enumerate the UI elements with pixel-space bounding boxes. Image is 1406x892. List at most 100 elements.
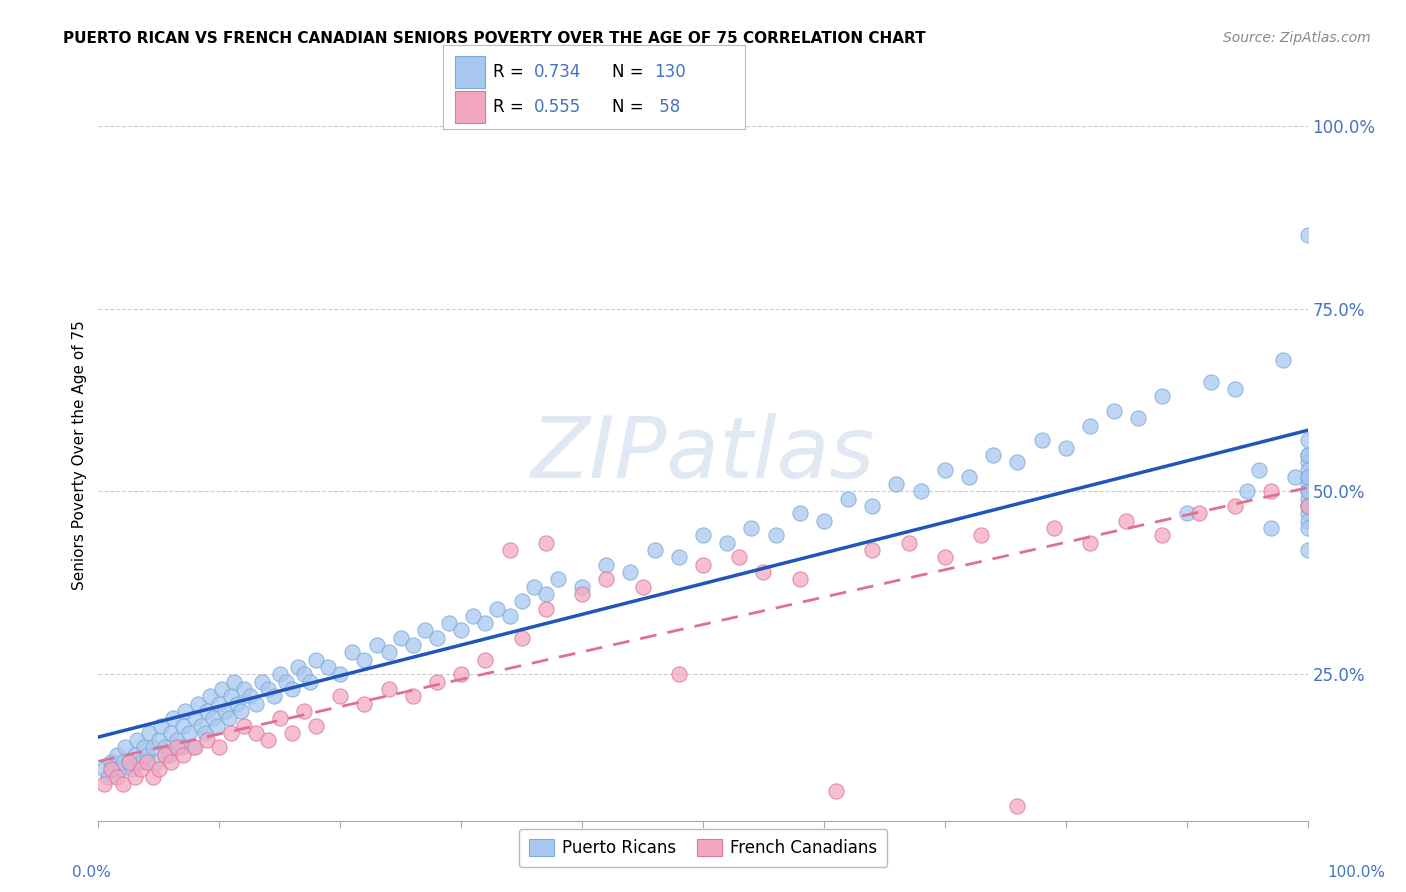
Point (644, 543, 666, 558)
Point (377, 645, 399, 659)
Point (250, 674, 273, 689)
Point (813, 514, 835, 528)
Point (389, 631, 412, 645)
FancyBboxPatch shape (456, 55, 485, 87)
Point (281, 681, 304, 696)
Point (1296, 484, 1319, 499)
Point (135, 747, 157, 762)
Point (970, 528, 993, 542)
Point (138, 726, 160, 740)
Point (179, 726, 201, 740)
Point (105, 747, 128, 762)
Point (157, 747, 180, 762)
Point (184, 740, 207, 755)
Point (208, 740, 231, 755)
Point (195, 704, 218, 718)
Point (1296, 448, 1319, 462)
Point (292, 667, 315, 681)
Point (184, 711, 207, 725)
Point (100, 755, 122, 769)
Point (498, 608, 520, 623)
Point (232, 718, 254, 732)
Point (1296, 514, 1319, 528)
Point (402, 690, 425, 704)
Point (571, 587, 593, 601)
Point (1249, 462, 1271, 476)
Point (124, 770, 146, 784)
Point (668, 550, 690, 565)
Point (595, 572, 617, 586)
Point (100, 763, 122, 777)
Point (134, 740, 156, 755)
Point (245, 697, 267, 711)
Point (486, 601, 509, 615)
Y-axis label: Seniors Poverty Over the Age of 75: Seniors Poverty Over the Age of 75 (72, 320, 87, 590)
Point (910, 484, 932, 499)
Point (1284, 470, 1306, 484)
FancyBboxPatch shape (456, 91, 485, 123)
Point (1007, 455, 1029, 469)
Point (1296, 499, 1319, 513)
Point (789, 572, 811, 586)
Point (292, 704, 315, 718)
Point (269, 667, 291, 681)
Point (145, 755, 167, 769)
Point (221, 726, 243, 740)
Point (1223, 499, 1246, 513)
Point (187, 697, 209, 711)
Point (1296, 521, 1319, 535)
Point (426, 631, 449, 645)
Point (957, 470, 980, 484)
Point (1078, 418, 1101, 433)
Point (97, 770, 120, 784)
Point (692, 558, 714, 572)
Point (1296, 434, 1319, 448)
Point (377, 681, 399, 696)
Point (1042, 521, 1064, 535)
Point (1031, 434, 1053, 448)
Point (111, 755, 134, 769)
Point (256, 681, 278, 696)
Point (118, 755, 141, 769)
Point (111, 777, 134, 791)
Point (208, 697, 231, 711)
Point (287, 660, 309, 674)
Point (510, 594, 533, 608)
Point (93, 777, 115, 791)
Text: N =: N = (612, 62, 650, 80)
Point (172, 718, 194, 732)
Point (450, 667, 472, 681)
Point (1102, 404, 1125, 418)
Point (426, 674, 449, 689)
Point (1296, 470, 1319, 484)
Point (1054, 441, 1077, 455)
Text: PUERTO RICAN VS FRENCH CANADIAN SENIORS POVERTY OVER THE AGE OF 75 CORRELATION C: PUERTO RICAN VS FRENCH CANADIAN SENIORS … (63, 31, 927, 46)
Text: R =: R = (492, 98, 529, 116)
Point (211, 681, 233, 696)
Point (160, 755, 183, 769)
Text: ZIPatlas: ZIPatlas (531, 413, 875, 497)
Point (153, 740, 176, 755)
Text: 100.0%: 100.0% (1327, 865, 1386, 880)
Point (181, 740, 204, 755)
Point (1296, 228, 1319, 243)
Point (160, 726, 183, 740)
Point (1152, 389, 1174, 403)
Point (740, 521, 762, 535)
Text: 0.555: 0.555 (534, 98, 581, 116)
Text: 0.734: 0.734 (534, 62, 581, 80)
Point (510, 631, 533, 645)
Point (547, 572, 569, 586)
Point (1128, 411, 1150, 425)
Legend: Puerto Ricans, French Canadians: Puerto Ricans, French Canadians (519, 829, 887, 867)
Point (886, 477, 908, 491)
Point (765, 528, 787, 542)
Point (93, 763, 115, 777)
Point (692, 528, 714, 542)
Point (198, 690, 221, 704)
Text: N =: N = (612, 98, 650, 116)
Point (129, 755, 152, 769)
Point (1296, 491, 1319, 506)
Point (595, 558, 617, 572)
Text: R =: R = (492, 62, 529, 80)
